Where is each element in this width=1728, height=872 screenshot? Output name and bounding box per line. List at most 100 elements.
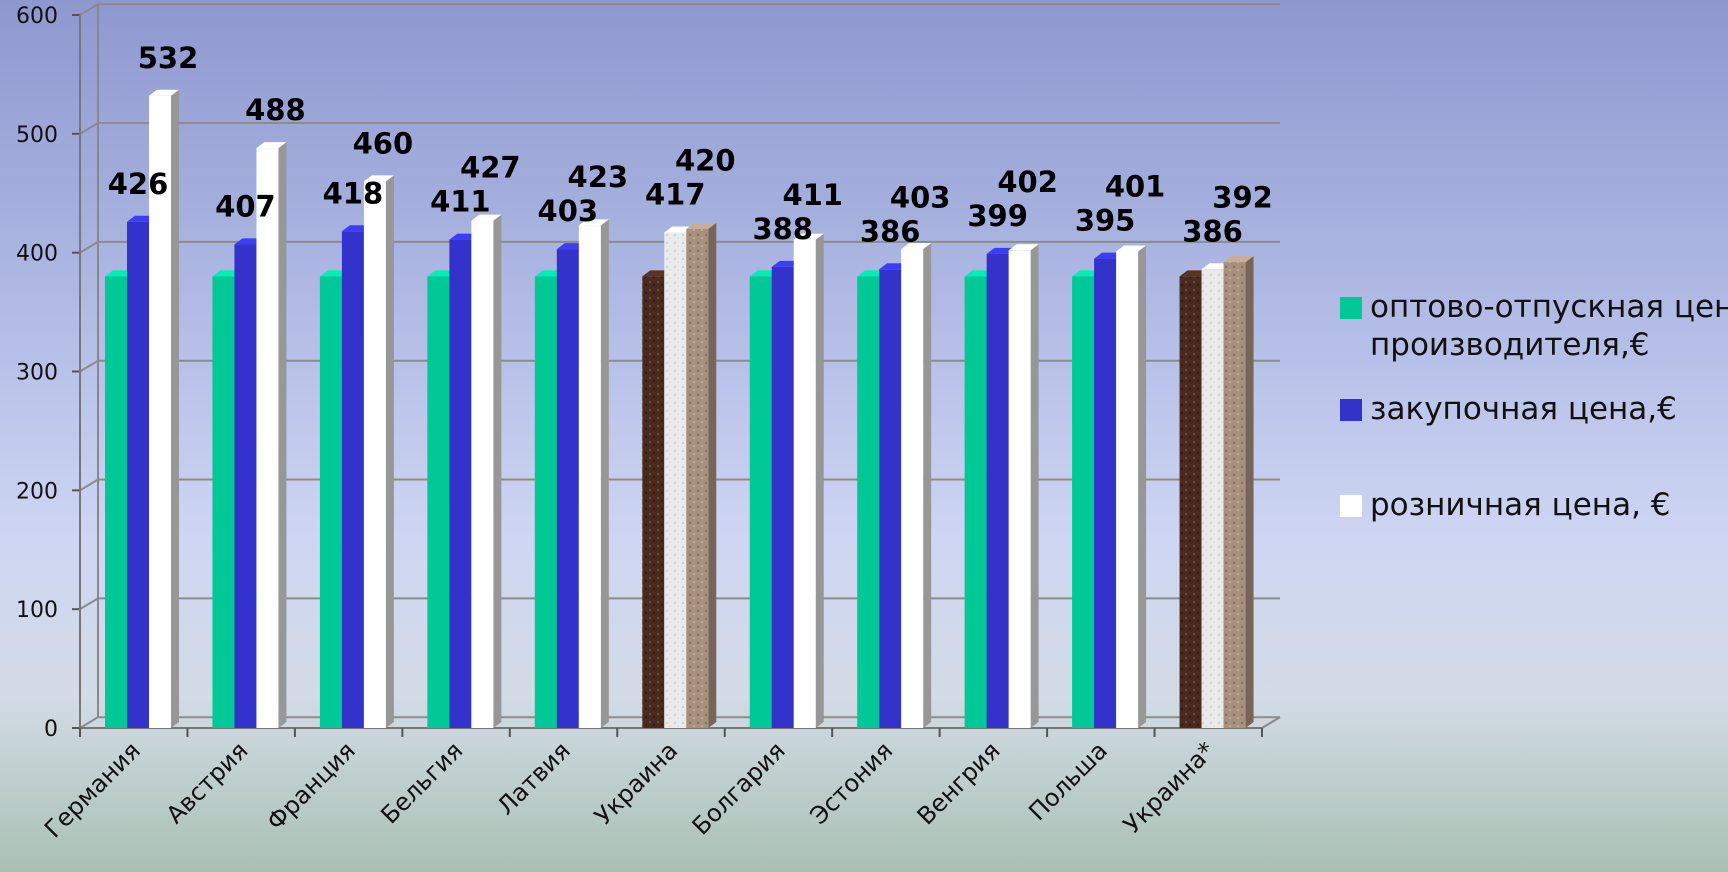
bar-front <box>642 276 665 728</box>
bar-top <box>149 89 179 96</box>
x-tick-label: Болгария <box>687 736 791 840</box>
bar-front <box>771 266 794 728</box>
data-label: 420 <box>675 143 736 177</box>
x-tick-label: Венгрия <box>912 736 1006 830</box>
legend-label: закупочная цена,€ <box>1370 390 1677 428</box>
bar-front <box>857 276 880 728</box>
bar-front <box>964 276 987 728</box>
bar-side <box>385 175 394 728</box>
floor-edge <box>1261 716 1281 729</box>
legend-item-2: закупочная цена,€ <box>1340 390 1728 428</box>
x-tick-label: Эстония <box>805 736 899 830</box>
bar-3-1 <box>149 89 179 729</box>
bar-front <box>749 276 772 728</box>
data-label: 402 <box>997 165 1058 199</box>
bar-3-3 <box>363 175 394 728</box>
x-tick-label: Германия <box>39 736 146 843</box>
bar-front <box>534 276 557 728</box>
bar-front <box>471 220 494 728</box>
data-label: 411 <box>782 178 843 212</box>
bar-front <box>256 148 279 729</box>
bar-3-11 <box>1223 256 1254 728</box>
bar-top <box>256 142 287 149</box>
y-tick-label: 300 <box>16 361 58 386</box>
bar-front <box>105 276 127 728</box>
data-label: 388 <box>752 212 813 246</box>
data-label: 418 <box>323 176 384 210</box>
bar-front <box>686 228 709 728</box>
bar-3-6 <box>686 222 717 728</box>
bar-front <box>363 181 386 728</box>
bar-front <box>1094 258 1117 728</box>
data-label: 403 <box>890 180 951 214</box>
bar-side <box>708 222 717 728</box>
data-label: 386 <box>860 214 921 248</box>
bar-side <box>171 89 179 729</box>
bar-3-4 <box>471 214 502 728</box>
data-label: 399 <box>967 199 1028 233</box>
legend-item-1: оптово-отпускная цена производителя,€ <box>1340 288 1728 364</box>
y-tick-label: 200 <box>16 479 58 504</box>
legend-label: оптово-отпускная цена производителя,€ <box>1370 288 1728 364</box>
data-label: 426 <box>108 167 169 201</box>
bar-front <box>1223 262 1246 728</box>
data-label: 417 <box>645 177 706 211</box>
data-label: 411 <box>430 185 491 219</box>
legend-swatch <box>1340 495 1362 517</box>
data-label: 392 <box>1212 180 1273 214</box>
bar-3-8 <box>901 243 932 728</box>
gridline-depth <box>79 478 99 492</box>
legend: оптово-отпускная цена производителя,€ заку… <box>1340 288 1728 524</box>
data-label: 460 <box>353 126 414 160</box>
gridline-depth <box>79 359 99 373</box>
bar-front <box>578 225 601 728</box>
bar-front <box>449 239 472 728</box>
bar-front <box>1201 269 1224 728</box>
bar-front <box>556 249 579 728</box>
gridline-depth <box>79 597 99 611</box>
bar-layer <box>105 89 1254 729</box>
gridline-depth <box>79 122 99 135</box>
bar-top <box>1116 245 1147 252</box>
data-label: 427 <box>460 151 521 185</box>
bar-top <box>471 214 502 221</box>
legend-swatch <box>1340 399 1362 421</box>
y-tick-label: 0 <box>44 717 58 742</box>
bar-3-2 <box>256 142 287 729</box>
bar-top <box>1223 256 1254 263</box>
bar-front <box>234 244 257 728</box>
legend-label-line1: закупочная цена,€ <box>1370 391 1677 427</box>
bar-front <box>986 253 1009 729</box>
legend-swatch <box>1340 297 1362 319</box>
bar-top <box>1008 244 1039 251</box>
data-label: 386 <box>1182 214 1243 248</box>
bar-side <box>1138 245 1147 728</box>
x-tick-label: Украина* <box>1118 736 1221 839</box>
x-tick-label: Франция <box>261 736 360 835</box>
bar-front <box>427 276 450 728</box>
legend-item-3: розничная цена, € <box>1340 486 1728 524</box>
y-tick-label: 400 <box>16 242 58 267</box>
bar-side <box>1030 244 1039 729</box>
data-label: 488 <box>245 93 306 127</box>
gridline-depth <box>79 716 99 729</box>
bar-top <box>578 219 609 226</box>
data-label: 395 <box>1075 204 1136 238</box>
bar-3-10 <box>1116 245 1147 728</box>
x-tick-label: Латвия <box>492 736 576 820</box>
data-label: 423 <box>568 160 629 194</box>
bar-front <box>319 276 342 728</box>
legend-label-line1: оптово-отпускная цена <box>1370 289 1728 325</box>
bar-3-5 <box>578 219 609 728</box>
y-tick-label: 600 <box>16 4 58 29</box>
x-tick-label: Бельгия <box>375 736 468 829</box>
bar-front <box>664 232 687 728</box>
y-tick-label: 500 <box>16 123 58 148</box>
bar-side <box>923 243 932 728</box>
bar-top <box>901 243 932 250</box>
data-label: 401 <box>1105 170 1166 204</box>
bar-top <box>363 175 394 182</box>
bar-front <box>1072 276 1095 728</box>
bar-side <box>1245 256 1254 728</box>
x-tick-label: Украина <box>589 736 683 830</box>
